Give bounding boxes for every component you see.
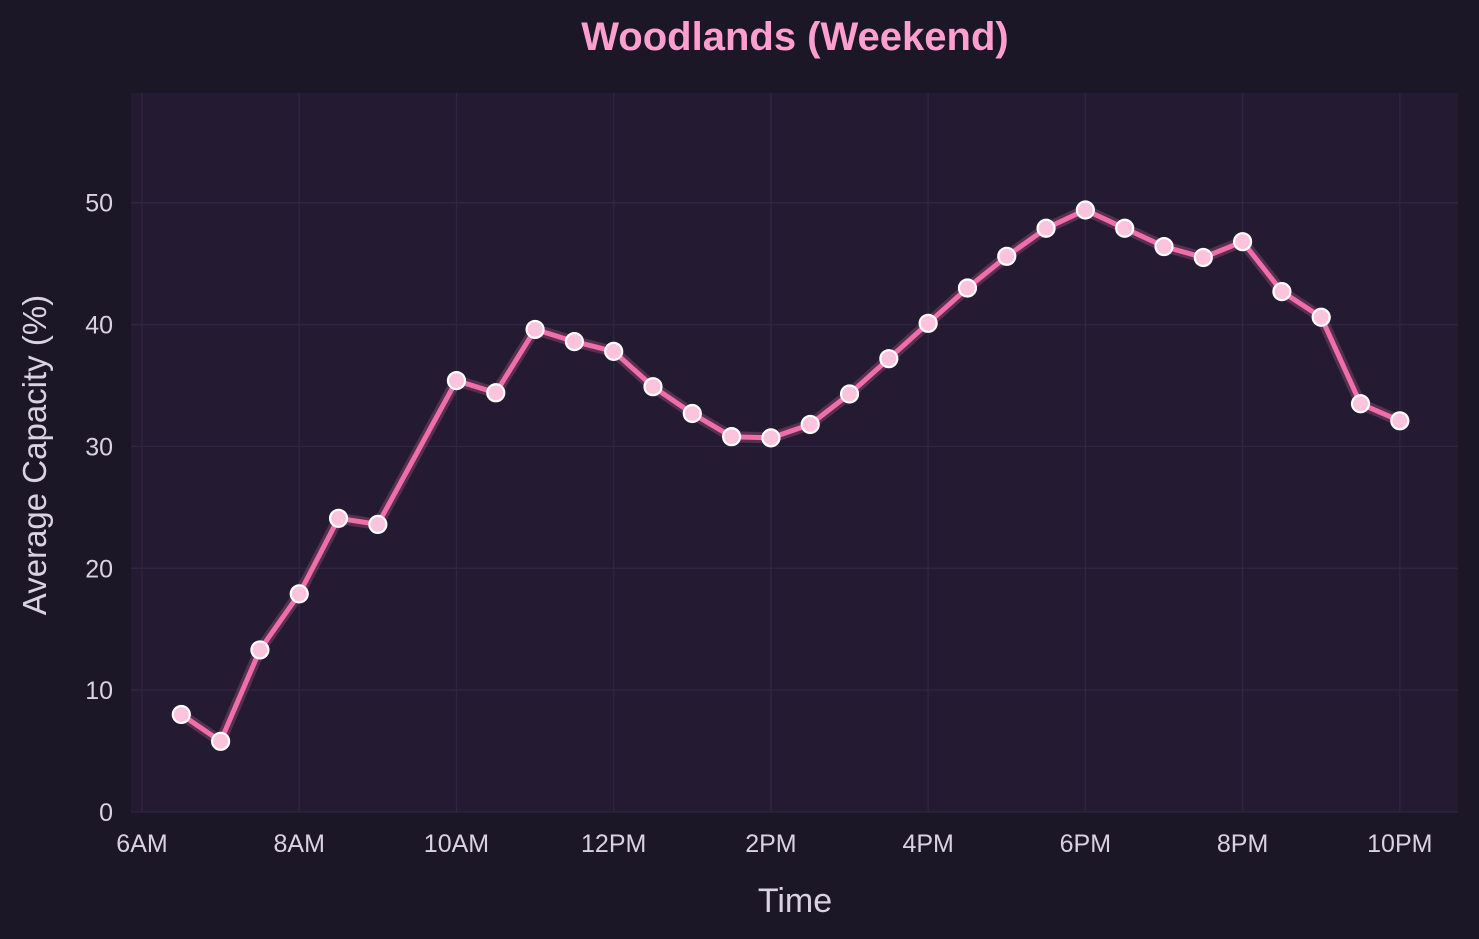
data-point (918, 313, 938, 333)
data-point (1115, 218, 1135, 238)
data-point (564, 332, 584, 352)
data-point (1193, 247, 1213, 268)
y-tick-label: 30 (85, 433, 113, 461)
x-tick-label: 12PM (581, 830, 646, 858)
data-point (211, 731, 231, 751)
x-tick-label: 10PM (1367, 830, 1432, 858)
data-point (446, 371, 467, 391)
series-group (171, 200, 1410, 751)
grid (131, 93, 1458, 813)
y-tick-label: 10 (85, 677, 113, 705)
data-point (643, 377, 663, 397)
data-point (1350, 394, 1371, 414)
data-point (525, 319, 545, 340)
x-tick-label: 6AM (116, 830, 167, 858)
data-point (1075, 200, 1095, 220)
data-point (997, 246, 1017, 266)
data-point (1036, 218, 1056, 238)
y-tick-label: 0 (99, 799, 113, 827)
data-point (328, 508, 349, 528)
data-point (1154, 236, 1174, 257)
data-point (761, 428, 781, 448)
data-point (682, 403, 702, 424)
y-tick-label: 40 (85, 312, 113, 340)
x-axis: 6AM 8AM 10AM 12PM 2PM 4PM 6PM 8PM 10PM (116, 830, 1432, 858)
y-axis: 0 10 20 30 40 50 (85, 190, 113, 827)
x-tick-label: 8PM (1217, 830, 1268, 858)
data-point (289, 584, 309, 604)
data-point (171, 704, 191, 725)
data-point (1232, 232, 1253, 252)
data-point (800, 414, 820, 435)
data-point (957, 278, 978, 298)
data-point (368, 514, 388, 535)
data-point (839, 384, 860, 404)
data-point (722, 427, 742, 447)
x-axis-label: Time (758, 882, 832, 920)
x-tick-label: 4PM (902, 830, 953, 858)
data-point (250, 640, 270, 660)
data-point (604, 341, 624, 361)
y-axis-label: Average Capacity (%) (16, 295, 53, 615)
data-point (1390, 411, 1410, 431)
chart-title: Woodlands (Weekend) (581, 15, 1008, 59)
data-point (1311, 307, 1331, 327)
x-tick-label: 6PM (1060, 830, 1111, 858)
data-point (879, 349, 899, 369)
x-tick-label: 10AM (424, 830, 489, 858)
data-point (486, 383, 506, 403)
plot-area (131, 93, 1458, 812)
y-tick-label: 20 (85, 555, 113, 583)
x-tick-label: 2PM (745, 830, 796, 858)
y-tick-label: 50 (85, 190, 113, 218)
x-tick-label: 8AM (274, 830, 325, 858)
data-point (1272, 282, 1292, 302)
